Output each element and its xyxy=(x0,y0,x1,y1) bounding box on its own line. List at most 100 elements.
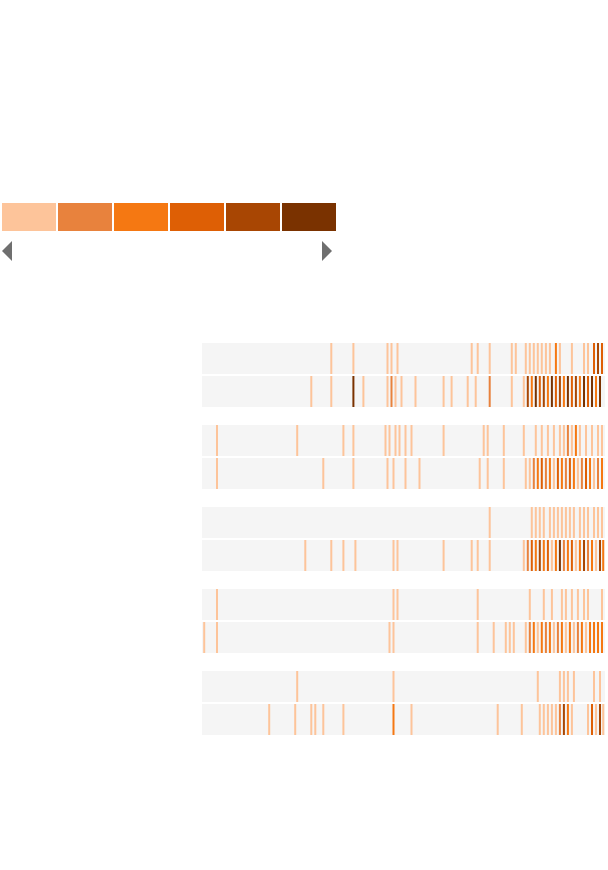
strip-track xyxy=(202,589,605,620)
event-mark xyxy=(442,376,445,407)
event-mark xyxy=(342,540,345,571)
event-mark xyxy=(268,704,271,735)
event-mark xyxy=(564,622,567,653)
event-mark xyxy=(536,671,539,702)
event-mark xyxy=(595,704,597,735)
legend-swatch-1 xyxy=(2,203,56,231)
event-mark xyxy=(580,622,583,653)
event-mark xyxy=(601,589,603,620)
event-mark xyxy=(560,507,563,538)
event-mark xyxy=(572,458,575,489)
event-mark xyxy=(552,458,555,489)
triangle-left-icon[interactable] xyxy=(2,241,12,261)
event-mark xyxy=(542,507,545,538)
event-mark xyxy=(508,622,511,653)
event-mark xyxy=(510,376,513,407)
event-mark xyxy=(216,425,218,456)
event-mark xyxy=(597,343,599,374)
event-mark xyxy=(602,540,605,571)
event-mark xyxy=(599,704,601,735)
event-mark xyxy=(593,507,595,538)
event-mark xyxy=(496,704,499,735)
event-mark xyxy=(552,622,555,653)
event-mark xyxy=(296,425,299,456)
event-mark xyxy=(216,622,218,653)
event-mark xyxy=(450,376,453,407)
color-legend xyxy=(2,203,336,261)
event-mark xyxy=(591,425,593,456)
event-mark xyxy=(396,589,399,620)
event-mark xyxy=(558,671,561,702)
event-mark xyxy=(560,458,563,489)
event-mark xyxy=(528,343,531,374)
event-mark xyxy=(524,458,527,489)
event-mark xyxy=(520,704,523,735)
event-mark xyxy=(591,376,593,407)
event-mark xyxy=(522,540,525,571)
event-mark xyxy=(538,540,541,571)
event-mark xyxy=(570,425,573,456)
event-mark xyxy=(386,376,389,407)
event-mark xyxy=(583,507,585,538)
event-mark xyxy=(400,376,403,407)
event-mark xyxy=(578,376,581,407)
event-mark xyxy=(492,622,495,653)
event-mark xyxy=(352,458,355,489)
event-mark xyxy=(544,458,547,489)
event-mark xyxy=(546,540,549,571)
event-mark xyxy=(352,425,355,456)
event-mark xyxy=(392,671,395,702)
event-mark xyxy=(562,376,565,407)
event-mark xyxy=(538,704,541,735)
event-mark xyxy=(526,540,529,571)
event-mark xyxy=(536,622,539,653)
event-mark xyxy=(538,376,541,407)
event-mark xyxy=(576,622,579,653)
event-mark xyxy=(599,671,601,702)
event-mark xyxy=(510,343,513,374)
event-mark xyxy=(589,622,591,653)
event-mark xyxy=(589,458,591,489)
event-mark xyxy=(568,507,571,538)
event-mark xyxy=(542,589,545,620)
event-mark xyxy=(578,507,581,538)
event-mark xyxy=(564,458,567,489)
event-mark xyxy=(534,425,537,456)
legend-swatch-5 xyxy=(226,203,280,231)
event-mark xyxy=(514,343,517,374)
event-mark xyxy=(414,376,417,407)
event-mark xyxy=(530,376,533,407)
event-mark xyxy=(591,704,593,735)
event-mark xyxy=(442,425,445,456)
triangle-right-icon[interactable] xyxy=(322,241,332,261)
event-mark xyxy=(322,704,325,735)
strip-track xyxy=(202,376,605,407)
event-mark xyxy=(540,622,543,653)
event-mark xyxy=(558,343,561,374)
legend-swatch-3 xyxy=(114,203,168,231)
event-mark xyxy=(530,507,533,538)
event-mark xyxy=(502,458,505,489)
event-mark xyxy=(534,507,537,538)
event-mark xyxy=(558,704,561,735)
event-mark xyxy=(410,704,413,735)
event-mark xyxy=(216,458,218,489)
event-mark xyxy=(576,589,579,620)
event-mark xyxy=(570,540,573,571)
event-mark xyxy=(542,540,545,571)
event-mark xyxy=(595,540,597,571)
event-mark xyxy=(574,376,577,407)
event-mark xyxy=(599,376,601,407)
event-mark xyxy=(542,704,545,735)
event-mark xyxy=(556,507,559,538)
event-mark xyxy=(524,622,527,653)
event-mark xyxy=(550,704,553,735)
event-mark xyxy=(392,622,395,653)
event-mark xyxy=(536,458,539,489)
event-mark xyxy=(392,589,395,620)
strip-track xyxy=(202,540,605,571)
event-mark xyxy=(587,507,589,538)
event-mark xyxy=(384,425,387,456)
event-mark xyxy=(566,425,569,456)
